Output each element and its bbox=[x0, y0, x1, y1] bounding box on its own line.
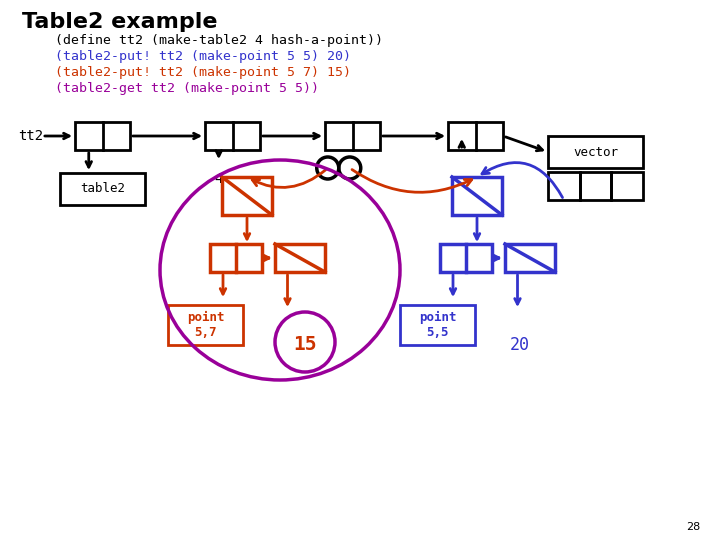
Bar bbox=[75, 122, 130, 150]
Bar bbox=[548, 172, 580, 200]
Text: point
5,5: point 5,5 bbox=[419, 311, 456, 339]
Text: Table2 example: Table2 example bbox=[22, 12, 217, 32]
Bar bbox=[60, 173, 145, 205]
Bar bbox=[222, 177, 272, 215]
FancyArrowPatch shape bbox=[482, 163, 562, 198]
Bar bbox=[452, 177, 502, 215]
Text: 4: 4 bbox=[215, 172, 223, 186]
Bar bbox=[580, 172, 611, 200]
Bar bbox=[275, 244, 325, 272]
FancyArrowPatch shape bbox=[352, 170, 472, 192]
Bar bbox=[505, 244, 555, 272]
Text: 20: 20 bbox=[510, 336, 530, 354]
Bar bbox=[440, 244, 492, 272]
Text: tt2: tt2 bbox=[18, 129, 43, 143]
Text: vector: vector bbox=[573, 145, 618, 159]
Bar bbox=[210, 244, 262, 272]
Text: (table2-put! tt2 (make-point 5 5) 20): (table2-put! tt2 (make-point 5 5) 20) bbox=[55, 50, 351, 63]
Bar bbox=[325, 122, 380, 150]
Text: (table2-put! tt2 (make-point 5 7) 15): (table2-put! tt2 (make-point 5 7) 15) bbox=[55, 66, 351, 79]
Bar bbox=[611, 172, 643, 200]
Text: point
5,7: point 5,7 bbox=[186, 311, 224, 339]
Bar bbox=[168, 305, 243, 345]
Bar bbox=[400, 305, 475, 345]
Text: 28: 28 bbox=[685, 522, 700, 532]
Text: table2: table2 bbox=[80, 183, 125, 195]
Bar bbox=[448, 122, 503, 150]
Text: (define tt2 (make-table2 4 hash-a-point)): (define tt2 (make-table2 4 hash-a-point)… bbox=[55, 34, 383, 47]
Bar bbox=[548, 136, 643, 168]
Text: (table2-get tt2 (make-point 5 5)): (table2-get tt2 (make-point 5 5)) bbox=[55, 82, 319, 95]
Text: 15: 15 bbox=[293, 335, 317, 354]
Bar bbox=[205, 122, 260, 150]
FancyArrowPatch shape bbox=[252, 170, 325, 187]
